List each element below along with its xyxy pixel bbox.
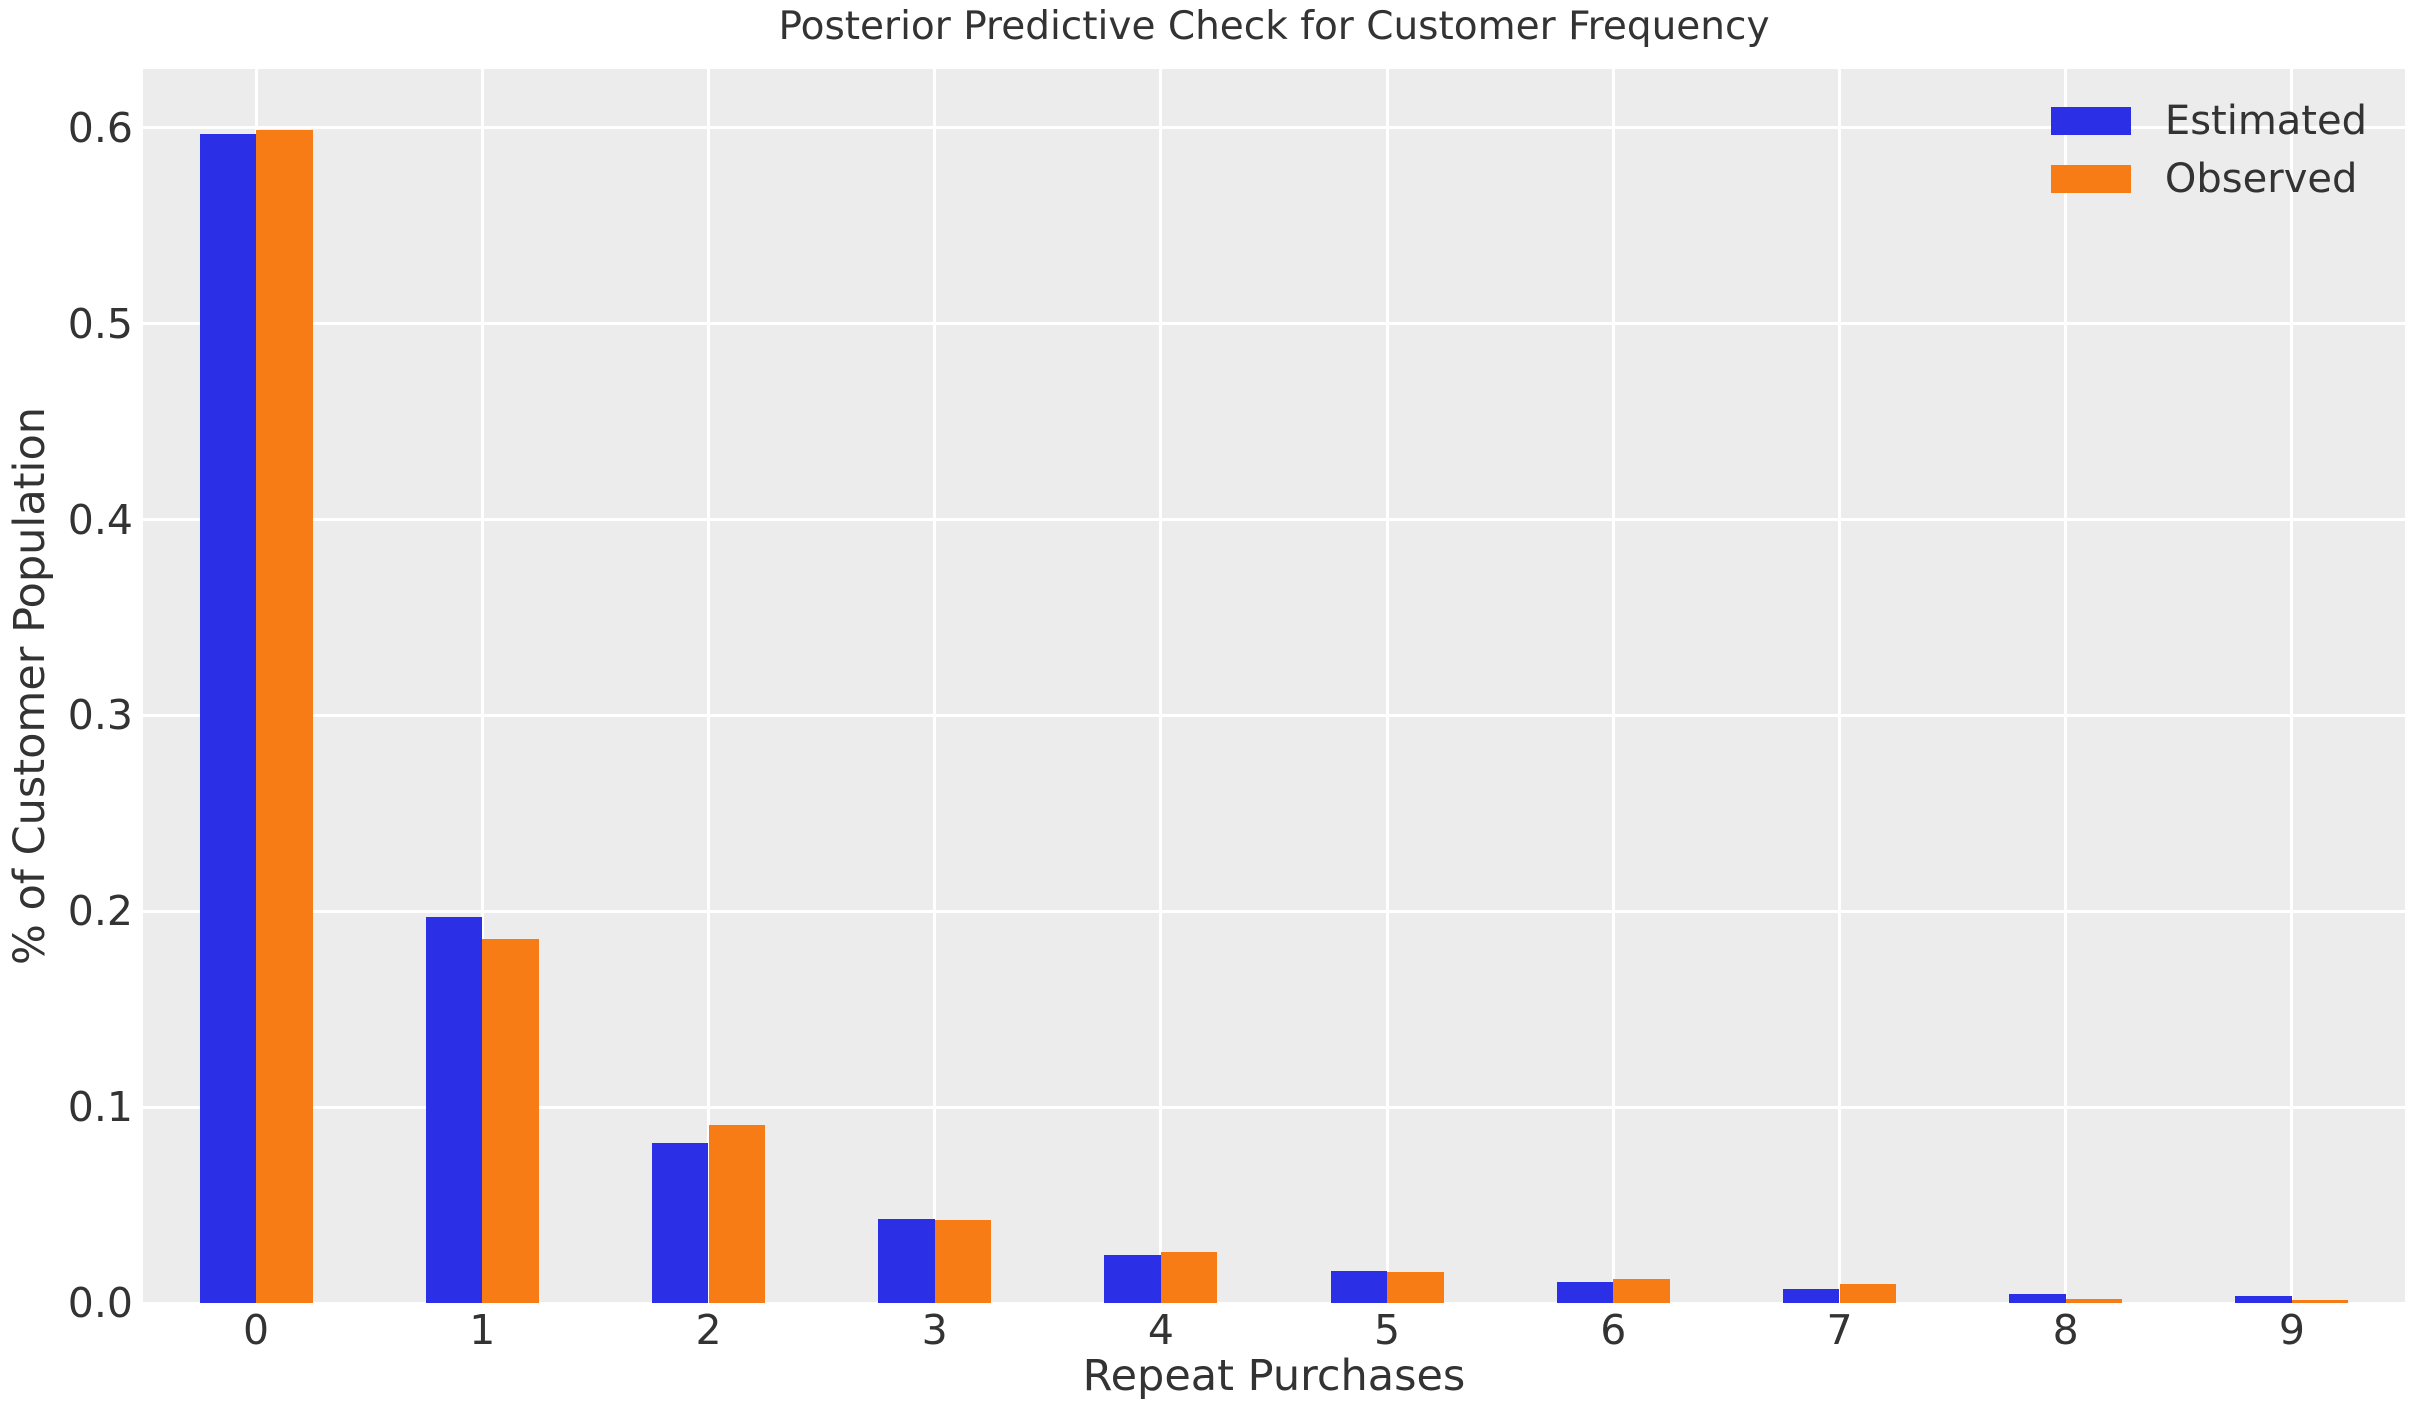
- bar-observed: [256, 130, 313, 1303]
- legend-swatch-observed-icon: [2050, 165, 2131, 193]
- x-tick-label: 3: [921, 1306, 948, 1354]
- gridline-horizontal: [143, 322, 2405, 326]
- gridline-horizontal: [143, 1301, 2405, 1305]
- legend: Estimated Observed: [2050, 97, 2367, 203]
- bar-estimated: [651, 1143, 709, 1303]
- x-tick-label: 2: [695, 1306, 722, 1354]
- bar-observed: [482, 939, 539, 1303]
- bar-observed: [1160, 1252, 1218, 1303]
- gridline-vertical: [480, 69, 484, 1303]
- chart-title: Posterior Predictive Check for Customer …: [778, 4, 1770, 49]
- bar-observed: [2065, 1299, 2123, 1303]
- y-tick-label: 0.4: [67, 495, 133, 544]
- gridline-vertical: [933, 69, 937, 1303]
- legend-label-observed: Observed: [2164, 156, 2358, 202]
- x-tick-label: 0: [243, 1306, 270, 1354]
- bar-estimated: [2235, 1296, 2292, 1303]
- x-axis-label: Repeat Purchases: [1082, 1351, 1466, 1401]
- legend-label-estimated: Estimated: [2164, 98, 2367, 144]
- bar-observed: [2291, 1300, 2349, 1303]
- legend-item-observed: Observed: [2050, 155, 2367, 203]
- gridline-vertical: [1838, 69, 1841, 1303]
- x-tick-label: 4: [1147, 1306, 1174, 1354]
- bar-observed: [1387, 1272, 1444, 1303]
- y-tick-label: 0.1: [67, 1083, 133, 1132]
- gridline-vertical: [1159, 69, 1163, 1303]
- x-tick-label: 5: [1374, 1306, 1401, 1354]
- x-tick-label: 9: [2278, 1306, 2305, 1354]
- legend-item-estimated: Estimated: [2050, 97, 2367, 145]
- gridline-vertical: [2064, 69, 2068, 1303]
- bar-estimated: [878, 1219, 935, 1303]
- bar-estimated: [1782, 1289, 1840, 1303]
- x-tick-label: 8: [2052, 1306, 2079, 1354]
- bar-observed: [934, 1220, 992, 1303]
- y-tick-label: 0.5: [67, 299, 133, 348]
- gridline-vertical: [1385, 69, 1389, 1303]
- gridline-vertical: [2290, 69, 2294, 1303]
- bar-estimated: [2009, 1294, 2066, 1303]
- gridline-vertical: [707, 69, 710, 1303]
- bar-estimated: [199, 134, 257, 1303]
- gridline-vertical: [1611, 69, 1615, 1303]
- x-tick-label: 7: [1826, 1306, 1853, 1354]
- gridline-horizontal: [143, 518, 2405, 521]
- bar-estimated: [1104, 1255, 1161, 1303]
- gridline-horizontal: [143, 126, 2405, 130]
- y-axis-label: % of Customer Population: [5, 406, 55, 966]
- bar-observed: [708, 1125, 766, 1303]
- y-tick-label: 0.0: [67, 1279, 133, 1327]
- x-tick-label: 1: [469, 1306, 496, 1354]
- y-tick-label: 0.6: [67, 103, 133, 152]
- bar-estimated: [1330, 1271, 1388, 1303]
- bar-estimated: [425, 917, 483, 1303]
- y-tick-label: 0.3: [67, 691, 133, 740]
- x-tick-label: 6: [1600, 1306, 1627, 1354]
- gridline-horizontal: [143, 713, 2405, 717]
- bar-estimated: [1556, 1282, 1614, 1303]
- legend-swatch-estimated-icon: [2050, 107, 2131, 135]
- gridline-horizontal: [143, 909, 2405, 913]
- bar-observed: [1613, 1279, 1670, 1303]
- y-tick-label: 0.2: [67, 887, 133, 936]
- bar-observed: [1839, 1284, 1897, 1303]
- gridline-horizontal: [143, 1105, 2405, 1109]
- plot-area: Estimated Observed: [143, 69, 2405, 1305]
